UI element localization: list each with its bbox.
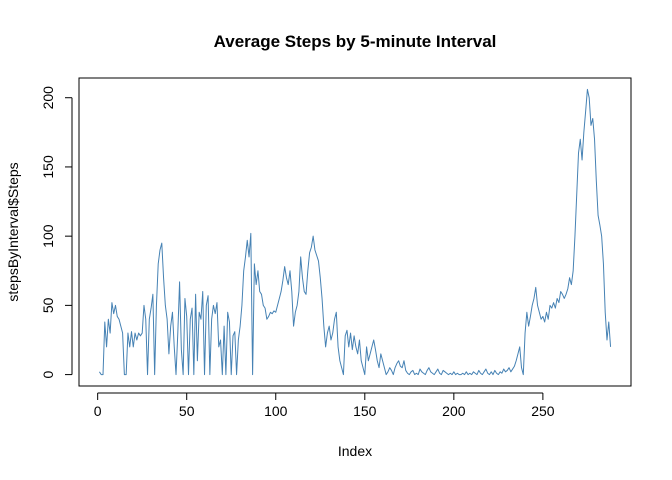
y-tick-label: 50 — [40, 297, 56, 313]
y-tick-label: 200 — [40, 86, 56, 110]
series-line — [99, 88, 612, 376]
x-tick-label: 250 — [531, 403, 555, 419]
x-tick-label: 50 — [179, 403, 195, 419]
y-axis: 0 50 100 150 200 — [40, 86, 73, 378]
x-tick-label: 150 — [353, 403, 377, 419]
y-tick-label: 150 — [40, 155, 56, 179]
series-layer — [99, 88, 612, 376]
plot-frame — [78, 77, 632, 387]
x-tick-label: 100 — [264, 403, 288, 419]
y-tick-label: 0 — [40, 370, 56, 378]
x-tick-label: 200 — [442, 403, 466, 419]
chart-title: Average Steps by 5-minute Interval — [214, 32, 497, 51]
x-axis-label: Index — [338, 443, 372, 459]
x-tick-label: 0 — [94, 403, 102, 419]
x-axis: 0 50 100 150 200 250 — [94, 392, 555, 419]
y-tick-label: 100 — [40, 224, 56, 248]
y-axis-label: stepsByInterval$Steps — [5, 162, 21, 301]
